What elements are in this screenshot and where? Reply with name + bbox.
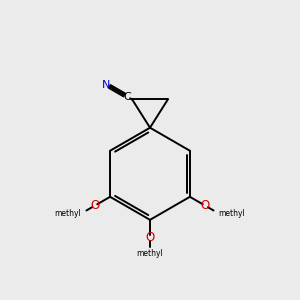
- Text: O: O: [201, 199, 210, 212]
- Text: methyl: methyl: [136, 249, 164, 258]
- Text: methyl: methyl: [219, 209, 245, 218]
- Text: C: C: [124, 92, 131, 102]
- Text: O: O: [90, 199, 99, 212]
- Text: O: O: [146, 231, 154, 244]
- Text: methyl: methyl: [55, 209, 81, 218]
- Text: N: N: [102, 80, 111, 90]
